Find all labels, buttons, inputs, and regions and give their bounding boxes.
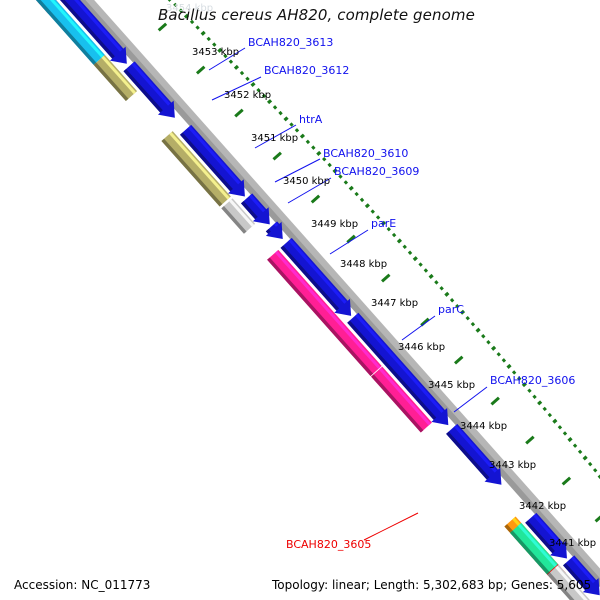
gene-blue-lower-a[interactable] [525, 512, 567, 559]
gc-skew-dotted-track [167, 0, 600, 479]
gene-label-bcah820_3613[interactable]: BCAH820_3613 [248, 36, 334, 49]
gene-pink-parc[interactable] [371, 366, 432, 433]
gene-cyan-3613[interactable] [25, 0, 105, 65]
ruler-tick-marks [157, 22, 600, 523]
ruler-tick-label: 3441 kbp [549, 538, 597, 549]
gene-blue-tiny-b[interactable] [265, 221, 283, 240]
gene-label-bcah820_3612[interactable]: BCAH820_3612 [264, 64, 350, 77]
accession-text: Accession: NC_011773 [14, 578, 151, 592]
gene-blue-3614[interactable] [38, 0, 127, 64]
gene-gray-3610[interactable] [221, 198, 256, 234]
ruler-tick-label: 3454 kbp [166, 3, 214, 14]
ruler-tick-label: 3444 kbp [460, 421, 508, 432]
gene-pink-pare[interactable] [267, 249, 382, 377]
ruler-tick-label: 3453 kbp [192, 47, 240, 58]
gene-label-bcah820_3605[interactable]: BCAH820_3605 [286, 538, 372, 551]
gene-blue-3606[interactable] [446, 423, 502, 485]
gene-blue-htra-lane[interactable] [179, 124, 245, 197]
label-leader-lines [208, 47, 488, 541]
gene-blue-parc-lane[interactable] [347, 312, 449, 426]
gene-label-pare[interactable]: parE [371, 217, 397, 230]
gene-label-htra[interactable]: htrA [299, 113, 323, 126]
gene-feature-track[interactable] [8, 0, 600, 600]
ruler-tick-label: 3452 kbp [224, 90, 272, 101]
gene-label-bcah820_3609[interactable]: BCAH820_3609 [334, 165, 420, 178]
ruler-tick-label: 3450 kbp [283, 176, 331, 187]
gene-khaki-3612[interactable] [93, 54, 138, 102]
ruler-tick-label: 3443 kbp [489, 460, 537, 471]
ruler-tick-label: 3449 kbp [311, 219, 359, 230]
gene-gray-lower[interactable] [547, 564, 594, 600]
gene-label-bcah820_3610[interactable]: BCAH820_3610 [323, 147, 409, 160]
ruler-tick-label: 3442 kbp [519, 501, 567, 512]
gene-label-bcah820_3606[interactable]: BCAH820_3606 [490, 374, 576, 387]
gene-blue-pare-lane[interactable] [280, 237, 352, 316]
genome-stats-text: Topology: linear; Length: 5,302,683 bp; … [272, 578, 592, 592]
ruler-tick-label: 3445 kbp [428, 380, 476, 391]
ruler-tick-label: 3447 kbp [371, 298, 419, 309]
gene-label-parc[interactable]: parC [438, 303, 464, 316]
gene-khaki-htra[interactable] [161, 131, 231, 207]
gene-blue-lower-b[interactable] [563, 555, 600, 596]
ruler-tick-label: 3446 kbp [398, 342, 446, 353]
ruler-tick-label: 3451 kbp [251, 133, 299, 144]
gene-blue-3609[interactable] [241, 193, 270, 225]
page-title: Bacillus cereus AH820, complete genome [158, 6, 475, 24]
gene-spring-3602[interactable] [510, 522, 558, 575]
gene-blue-small-a[interactable] [123, 61, 175, 118]
ruler-tick-label: 3448 kbp [340, 259, 388, 270]
genome-backbone[interactable] [18, 0, 600, 600]
